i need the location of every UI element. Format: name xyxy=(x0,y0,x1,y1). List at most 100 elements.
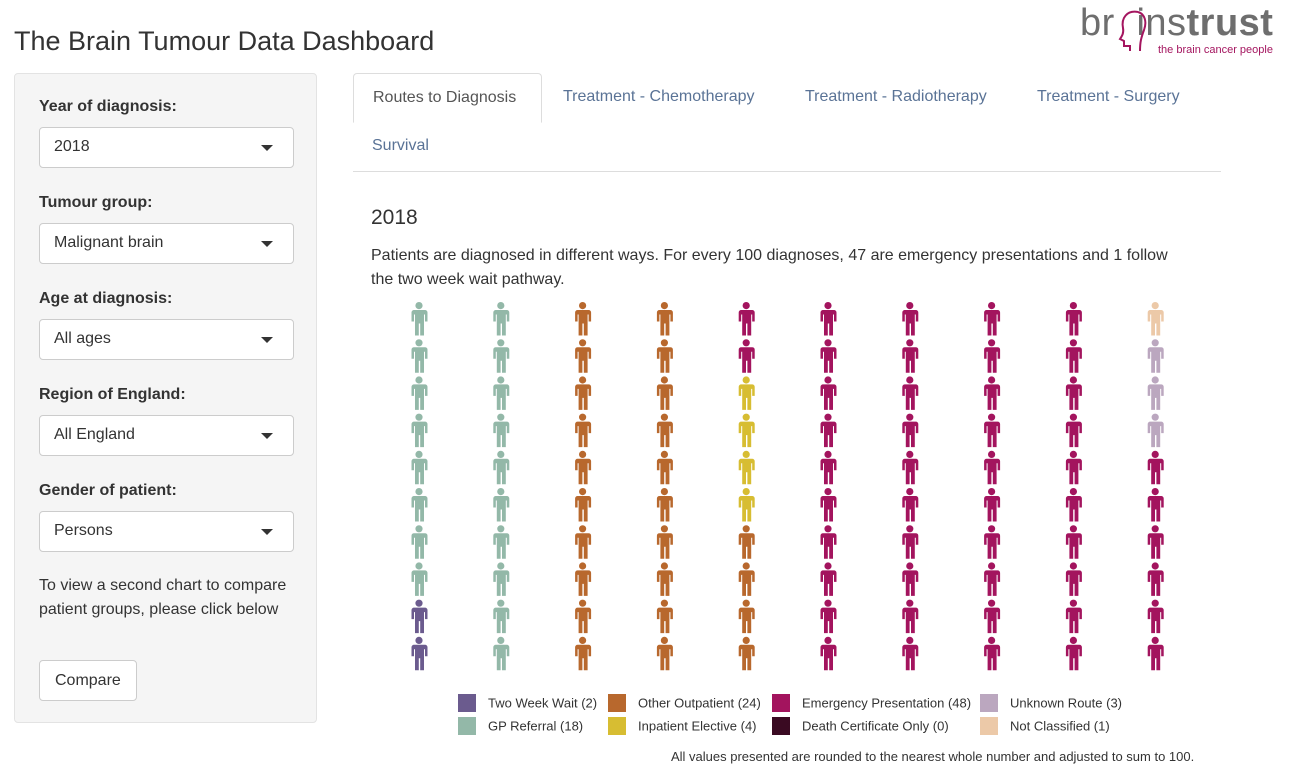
legend-label: Not Classified (1) xyxy=(1010,718,1110,734)
person-icon xyxy=(411,636,428,671)
caret-down-icon xyxy=(261,145,273,151)
compare-button[interactable]: Compare xyxy=(39,660,137,701)
person-icon xyxy=(1065,339,1082,373)
legend-swatch xyxy=(980,717,998,735)
person-icon xyxy=(411,413,428,448)
legend-item[interactable]: Two Week Wait (2) xyxy=(458,694,597,714)
age-select[interactable]: All ages xyxy=(39,319,294,360)
legend-item[interactable]: Death Certificate Only (0) xyxy=(772,717,949,737)
person-icon xyxy=(902,376,919,410)
person-icon xyxy=(493,487,510,522)
age-filter-label: Age at diagnosis: xyxy=(39,290,173,307)
person-icon xyxy=(1147,636,1164,671)
tab-survival[interactable]: Survival xyxy=(372,137,429,154)
person-icon xyxy=(411,376,428,410)
gender-select[interactable]: Persons xyxy=(39,511,294,552)
person-icon xyxy=(902,599,919,634)
year-select[interactable]: 2018 xyxy=(39,127,294,168)
person-icon xyxy=(411,339,428,373)
person-icon xyxy=(984,487,1001,522)
caret-down-icon xyxy=(261,241,273,247)
person-icon xyxy=(820,302,837,336)
person-icon xyxy=(820,636,837,671)
person-icon xyxy=(902,487,919,522)
legend-item[interactable]: Emergency Presentation (48) xyxy=(772,694,971,714)
person-icon xyxy=(1147,413,1164,448)
year-filter: Year of diagnosis: 2018 xyxy=(39,98,294,168)
tumour-group-select[interactable]: Malignant brain xyxy=(39,223,294,264)
tab-treatment-surgery[interactable]: Treatment - Surgery xyxy=(1037,88,1180,105)
person-icon xyxy=(411,302,428,336)
tab-treatment-chemotherapy[interactable]: Treatment - Chemotherapy xyxy=(563,88,755,105)
person-icon xyxy=(1065,450,1082,485)
chart-summary-text: Patients are diagnosed in different ways… xyxy=(371,247,1168,288)
person-icon xyxy=(493,302,510,336)
person-icon xyxy=(1147,339,1164,373)
person-icon xyxy=(902,413,919,448)
person-icon xyxy=(411,562,428,596)
person-icon xyxy=(984,376,1001,410)
logo-tagline: the brain cancer people xyxy=(1158,44,1273,56)
legend-swatch xyxy=(608,717,626,735)
person-icon xyxy=(493,339,510,373)
person-icon xyxy=(575,339,592,373)
legend-item[interactable]: Inpatient Elective (4) xyxy=(608,717,757,737)
person-icon xyxy=(984,450,1001,485)
person-icon xyxy=(1147,302,1164,336)
legend-label: Unknown Route (3) xyxy=(1010,695,1122,711)
region-select[interactable]: All England xyxy=(39,415,294,456)
person-icon xyxy=(902,339,919,373)
person-icon xyxy=(656,376,673,410)
person-icon xyxy=(656,525,673,559)
person-icon xyxy=(1065,413,1082,448)
person-icon xyxy=(1147,450,1164,485)
person-icon xyxy=(738,636,755,671)
legend-swatch xyxy=(772,717,790,735)
chart-year-heading: 2018 xyxy=(371,206,418,229)
region-filter-label: Region of England: xyxy=(39,386,186,403)
person-icon xyxy=(656,302,673,336)
chart-legend: Two Week Wait (2) Other Outpatient (24) Em… xyxy=(458,692,1178,738)
rounding-footnote: All values presented are rounded to the … xyxy=(671,749,1195,764)
legend-item[interactable]: Not Classified (1) xyxy=(980,717,1110,737)
person-icon xyxy=(656,339,673,373)
person-icon xyxy=(493,450,510,485)
legend-item[interactable]: GP Referral (18) xyxy=(458,717,583,737)
legend-item[interactable]: Other Outpatient (24) xyxy=(608,694,761,714)
person-icon xyxy=(493,636,510,671)
legend-swatch xyxy=(458,694,476,712)
region-filter: Region of England: All England xyxy=(39,386,294,456)
tumour-group-filter: Tumour group: Malignant brain xyxy=(39,194,294,264)
person-icon xyxy=(411,450,428,485)
person-icon xyxy=(738,599,755,634)
person-icon xyxy=(575,636,592,671)
caret-down-icon xyxy=(261,529,273,535)
legend-label: GP Referral (18) xyxy=(488,718,584,734)
person-icon xyxy=(1065,376,1082,410)
legend-item[interactable]: Unknown Route (3) xyxy=(980,694,1122,714)
person-icon xyxy=(1065,302,1082,336)
legend-swatch xyxy=(458,717,476,735)
legend-swatch xyxy=(608,694,626,712)
person-icon xyxy=(1065,636,1082,671)
legend-label: Two Week Wait (2) xyxy=(488,695,598,711)
person-icon xyxy=(575,413,592,448)
legend-label: Emergency Presentation (48) xyxy=(802,695,972,711)
person-icon xyxy=(820,339,837,373)
tab-routes-to-diagnosis[interactable]: Routes to Diagnosis xyxy=(353,73,542,123)
person-icon xyxy=(984,562,1001,596)
tumour-group-label: Tumour group: xyxy=(39,194,153,211)
person-icon xyxy=(738,376,755,410)
tab-treatment-radiotherapy[interactable]: Treatment - Radiotherapy xyxy=(805,88,987,105)
year-select-value: 2018 xyxy=(54,138,90,155)
brainstrust-logo[interactable]: brainstrust the brain cancer people xyxy=(1080,2,1308,58)
person-icon xyxy=(902,302,919,336)
person-icon xyxy=(1147,376,1164,410)
logo-wordmark: brainstrust xyxy=(1080,2,1274,44)
person-icon xyxy=(820,450,837,485)
gender-filter: Gender of patient: Persons xyxy=(39,482,294,552)
person-icon xyxy=(984,599,1001,634)
filter-sidebar: Year of diagnosis: 2018 Tumour group: Ma… xyxy=(14,73,317,723)
person-icon xyxy=(656,487,673,522)
person-icon xyxy=(575,376,592,410)
